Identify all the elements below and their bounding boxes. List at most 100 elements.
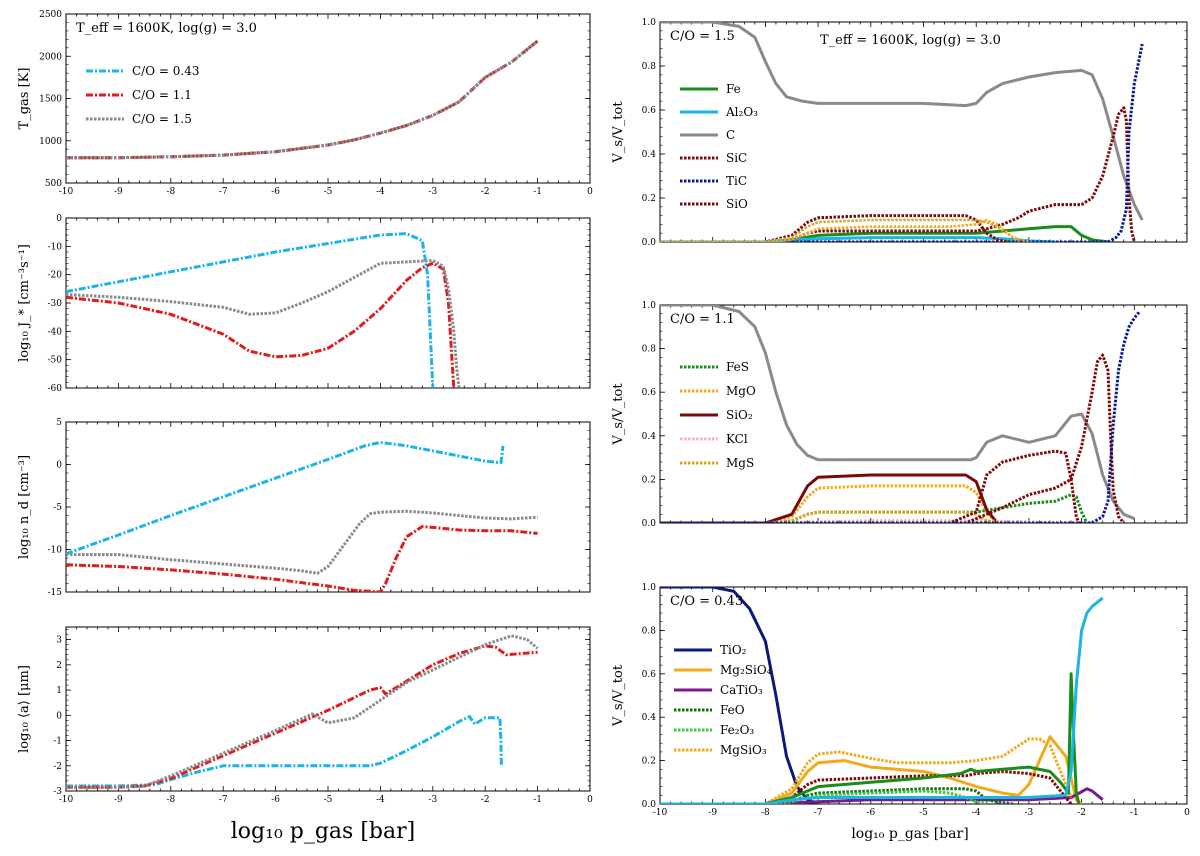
y-axis-label: log₁₀ n_d [cm⁻³] bbox=[17, 455, 32, 559]
y-axis-label: log₁₀ ⟨a⟩ [μm] bbox=[17, 665, 32, 753]
x-tick-label: 0 bbox=[587, 187, 593, 197]
panel-annotation-2: T_eff = 1600K, log(g) = 3.0 bbox=[820, 33, 1001, 48]
y-tick-label: -5 bbox=[53, 503, 62, 513]
y-tick-label: 1 bbox=[56, 686, 62, 696]
series-line-unlabeled-6 bbox=[660, 449, 1081, 523]
series-line-unlabeled-5 bbox=[660, 305, 1135, 520]
x-tick-label: 0 bbox=[587, 795, 593, 805]
y-tick-label: 0.2 bbox=[642, 194, 656, 204]
y-tick-label: 0.8 bbox=[642, 626, 657, 636]
y-tick-label: 1.0 bbox=[642, 583, 657, 593]
legend-label: SiC bbox=[726, 151, 747, 165]
legend-label: TiC bbox=[726, 174, 747, 188]
panel-annotation: C/O = 0.43 bbox=[670, 594, 743, 609]
panel-r2: 0.0 0.2 0.4 0.6 0.8 1.0 V_s/V_tot FeS MgO SiO₂ KCl… bbox=[611, 301, 1188, 529]
y-tick-label: 0.4 bbox=[642, 150, 657, 160]
y-tick-label: 0.6 bbox=[642, 670, 657, 680]
series-line-catio- bbox=[660, 787, 1104, 804]
series-line-fe bbox=[660, 225, 1109, 242]
series-line-sio- bbox=[660, 473, 999, 523]
panel-annotation: C/O = 1.1 bbox=[670, 312, 735, 327]
y-tick-label: 0.4 bbox=[642, 432, 657, 442]
legend-label: C/O = 0.43 bbox=[132, 64, 199, 78]
series-line-fes bbox=[660, 493, 1089, 523]
series-line-mgsio- bbox=[660, 737, 1073, 804]
series-line-c-o-1-1 bbox=[66, 644, 538, 789]
y-tick-label: 0.4 bbox=[642, 713, 657, 723]
series-line-mgo bbox=[660, 484, 999, 523]
x-tick-label: -4 bbox=[972, 808, 981, 818]
series-line-unlabeled-6 bbox=[660, 770, 1073, 804]
y-tick-label: 1000 bbox=[39, 137, 62, 147]
series-line-mgs bbox=[660, 510, 1003, 523]
y-tick-label: 0 bbox=[56, 461, 62, 471]
y-tick-label: 1.0 bbox=[642, 18, 657, 28]
y-tick-label: 500 bbox=[45, 179, 62, 189]
x-tick-label: -2 bbox=[1077, 808, 1086, 818]
legend-label: KCl bbox=[726, 432, 748, 446]
y-tick-label: 0.2 bbox=[642, 475, 656, 485]
x-tick-label: -9 bbox=[114, 187, 123, 197]
series-line-sio bbox=[660, 214, 1009, 242]
y-tick-label: -10 bbox=[48, 546, 63, 556]
series-line-feo bbox=[660, 787, 1014, 804]
y-axis-label: V_s/V_tot bbox=[611, 101, 626, 164]
series-line-unlabeled-7 bbox=[660, 672, 1081, 804]
legend-label: FeO bbox=[720, 703, 745, 717]
x-tick-label: -5 bbox=[324, 795, 333, 805]
series-line-unlabeled-7 bbox=[660, 353, 1125, 523]
x-tick-label: -5 bbox=[919, 808, 928, 818]
y-axis-label: log₁₀ J_* [cm⁻³s⁻¹] bbox=[17, 244, 32, 362]
y-tick-label: -40 bbox=[48, 327, 63, 337]
x-tick-label: -7 bbox=[814, 808, 823, 818]
series-line-unlabeled-7 bbox=[660, 218, 1020, 242]
y-tick-label: 0.0 bbox=[642, 800, 657, 810]
y-tick-label: -3 bbox=[53, 787, 62, 797]
x-tick-label: -9 bbox=[114, 795, 123, 805]
x-tick-label: -1 bbox=[533, 187, 542, 197]
y-tick-label: 0.6 bbox=[642, 388, 657, 398]
x-tick-label: -8 bbox=[761, 808, 770, 818]
y-tick-label: 0.8 bbox=[642, 345, 657, 355]
y-tick-label: 0 bbox=[56, 214, 62, 224]
x-tick-label: -7 bbox=[219, 795, 228, 805]
y-tick-label: 0.8 bbox=[642, 62, 657, 72]
series-line-unlabeled-8 bbox=[660, 310, 1141, 523]
y-tick-label: 2 bbox=[56, 661, 62, 671]
legend-label: Mg₂SiO₄ bbox=[720, 663, 772, 677]
panel-r1: 0.0 0.2 0.4 0.6 0.8 1.0 V_s/V_tot Fe Al₂O₃ C SiC Ti… bbox=[611, 18, 1188, 248]
y-tick-label: -60 bbox=[48, 384, 63, 394]
panel-annotation: C/O = 1.5 bbox=[670, 29, 735, 44]
legend-label: C/O = 1.1 bbox=[132, 88, 192, 102]
x-tick-label: -2 bbox=[481, 187, 490, 197]
x-tick-label: -7 bbox=[219, 187, 228, 197]
y-tick-label: -10 bbox=[48, 242, 63, 252]
legend-label: SiO bbox=[726, 197, 748, 211]
y-tick-label: 0.6 bbox=[642, 106, 657, 116]
y-tick-label: -20 bbox=[48, 271, 63, 281]
x-tick-label: -10 bbox=[59, 187, 74, 197]
series-line-c-o-1-5 bbox=[66, 259, 461, 388]
x-tick-label: -1 bbox=[533, 795, 542, 805]
series-line-mg-sio- bbox=[660, 735, 1083, 804]
legend-label: TiO₂ bbox=[720, 643, 747, 657]
x-tick-label: -3 bbox=[428, 187, 437, 197]
panel-annotation: T_eff = 1600K, log(g) = 3.0 bbox=[76, 21, 257, 36]
x-tick-label: 0 bbox=[1184, 808, 1190, 818]
x-tick-label: -4 bbox=[376, 795, 385, 805]
legend-label: SiO₂ bbox=[726, 408, 753, 422]
y-tick-label: 3 bbox=[56, 636, 62, 646]
legend-label: FeS bbox=[726, 360, 749, 374]
series-line-tic bbox=[660, 43, 1144, 242]
panel-l2: -60 -50 -40 -30 -20 -10 0 log₁₀ J_* [cm⁻³s⁻¹] bbox=[17, 214, 591, 394]
y-tick-label: 1500 bbox=[39, 95, 62, 105]
series-line-c-o-0-43 bbox=[66, 232, 435, 388]
x-tick-label: -8 bbox=[166, 795, 175, 805]
y-tick-label: 0.2 bbox=[642, 757, 656, 767]
series-line-c-o-1-1 bbox=[66, 525, 538, 592]
x-tick-label: -5 bbox=[324, 187, 333, 197]
series-line-unlabeled-8 bbox=[660, 596, 1104, 804]
x-tick-label: -6 bbox=[271, 187, 280, 197]
x-tick-label: -1 bbox=[1130, 808, 1139, 818]
